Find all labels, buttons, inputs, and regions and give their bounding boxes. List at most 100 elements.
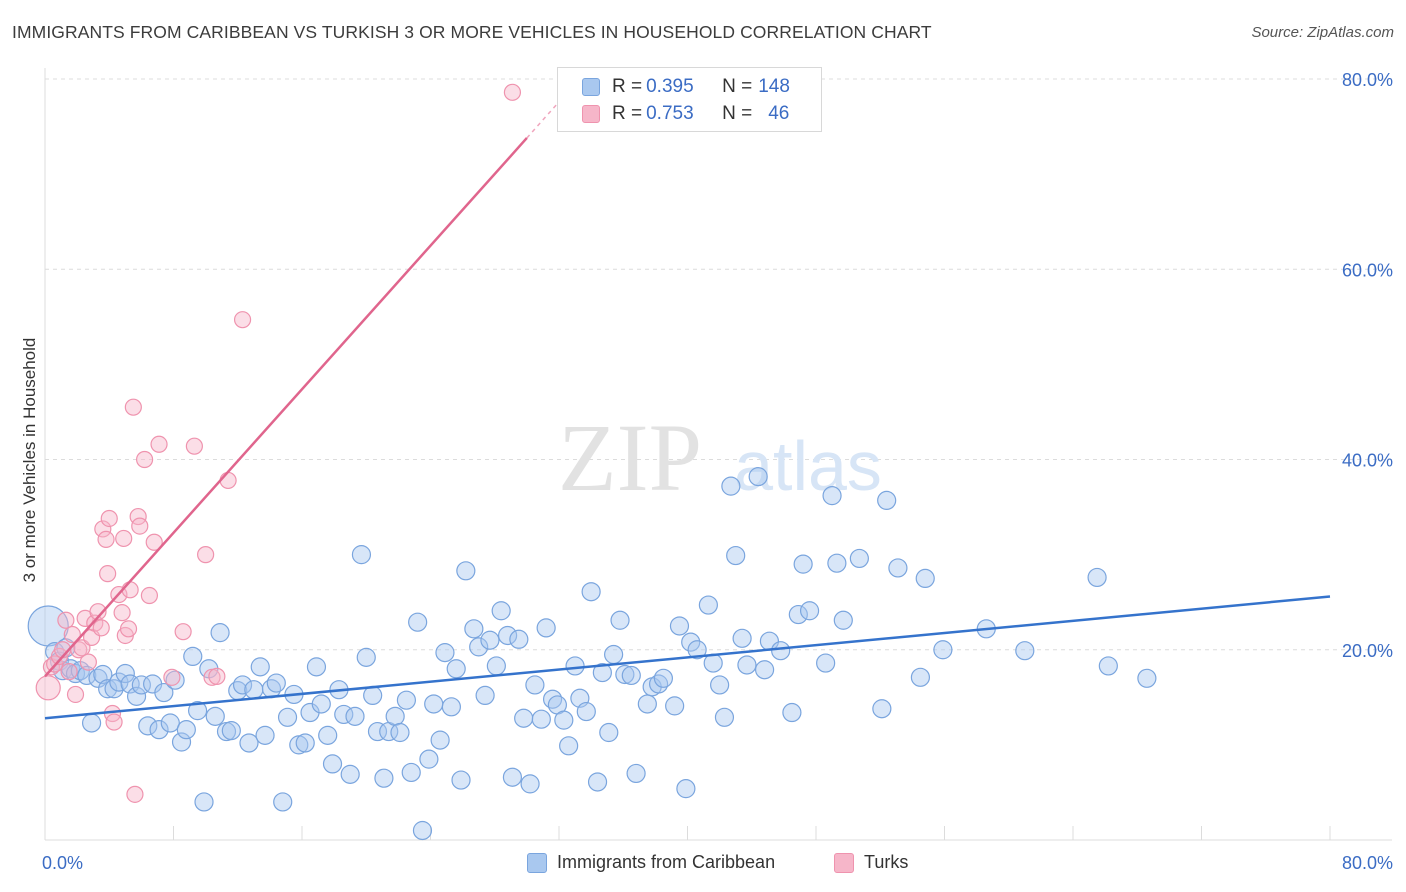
legend-n-value: 148 [758, 76, 790, 97]
turks-point [35, 675, 61, 701]
caribbean-point [486, 656, 506, 676]
caribbean-point [637, 694, 657, 714]
caribbean-point [748, 467, 768, 487]
caribbean-point [187, 701, 208, 721]
caribbean-point [721, 476, 741, 496]
series-label-caribbean: Immigrants from Caribbean [557, 852, 776, 872]
turks-point [60, 663, 78, 681]
caribbean-point [1137, 668, 1157, 688]
turks-point [105, 713, 123, 731]
caribbean-point [816, 653, 836, 673]
caribbean-point [827, 553, 847, 573]
caribbean-point [183, 646, 203, 667]
caribbean-point [536, 618, 556, 638]
trendlines [44, 83, 1331, 720]
caribbean-point [171, 732, 192, 752]
y-axis-label-wrap: 3 or more Vehicles in Household [2, 250, 58, 670]
legend-swatch-caribbean [582, 78, 600, 96]
caribbean-point [514, 708, 534, 728]
caribbean-point [665, 696, 685, 716]
turks-point [163, 668, 181, 686]
turks-point [79, 653, 97, 671]
turks-point [124, 398, 142, 416]
legend-n-label: N = [722, 76, 753, 97]
caribbean-point [255, 725, 275, 745]
caribbean-point [205, 706, 225, 726]
caribbean-point [295, 733, 315, 753]
caribbean-point [498, 625, 518, 646]
caribbean-point [592, 662, 612, 683]
caribbean-point [520, 774, 540, 794]
caribbean-point [367, 721, 388, 742]
tick-labels: 20.0% 40.0% 60.0% 80.0% 0.0% 80.0% [42, 70, 1393, 873]
caribbean-point [604, 644, 624, 665]
caribbean-point [351, 545, 372, 565]
caribbean-point [456, 561, 476, 581]
caribbean-point [737, 655, 757, 675]
caribbean-point [98, 679, 118, 699]
turks-point [97, 530, 115, 549]
caribbean-point [788, 604, 808, 625]
caribbean-point [412, 820, 433, 841]
caribbean-point [149, 720, 169, 740]
caribbean-point [754, 660, 775, 680]
turks-points [35, 83, 522, 803]
caribbean-point [430, 730, 450, 750]
caribbean-points [27, 467, 1157, 841]
turks-point [150, 435, 168, 453]
legend-r-value: 0.395 [646, 76, 694, 97]
caribbean-point [469, 637, 489, 657]
legend-row-caribbean: R = 0.395 N = 148 [582, 74, 790, 100]
y-tick-label: 40.0% [1342, 451, 1393, 471]
caribbean-point [419, 749, 439, 769]
caribbean-point [653, 668, 674, 688]
caribbean-point [446, 659, 466, 679]
caribbean-point [138, 716, 158, 736]
caribbean-point [698, 595, 718, 615]
turks-point [131, 517, 149, 535]
turks-point [119, 620, 138, 638]
caribbean-point [475, 685, 495, 706]
turks-point [89, 603, 107, 621]
caribbean-point [93, 664, 113, 685]
source-label: Source: ZipAtlas.com [1251, 24, 1394, 41]
caribbean-point [531, 709, 551, 729]
series-legend-caribbean: Immigrants from Caribbean [527, 852, 775, 873]
turks-point [208, 667, 226, 685]
caribbean-point [273, 792, 293, 812]
caribbean-point [374, 768, 394, 788]
caribbean-point [340, 764, 360, 784]
turks-point [121, 581, 139, 599]
caribbean-point [126, 686, 147, 706]
caribbean-point [239, 733, 259, 753]
turks-point [174, 623, 192, 641]
turks-point [57, 611, 75, 629]
caribbean-point [210, 623, 230, 643]
turks-point [145, 533, 163, 551]
caribbean-point [1087, 567, 1107, 588]
caribbean-point [581, 582, 601, 602]
caribbean-point [726, 545, 746, 566]
caribbean-point [385, 706, 405, 726]
caribbean-point [587, 772, 608, 792]
legend-row-turks: R = 0.753 N = 46 [582, 101, 789, 127]
turks-point [92, 619, 110, 637]
turks-point [113, 604, 131, 622]
caribbean-point [554, 710, 574, 730]
caribbean-point [502, 767, 523, 787]
caribbean-point [408, 612, 428, 632]
caribbean-point [266, 673, 286, 693]
caribbean-point [306, 657, 327, 677]
caribbean-point [451, 770, 471, 790]
caribbean-point [221, 721, 241, 741]
y-tick-label: 80.0% [1342, 70, 1393, 90]
turks-point [115, 529, 133, 548]
caribbean-point [915, 568, 935, 589]
legend-n-value: 46 [768, 103, 790, 124]
caribbean-point [311, 694, 331, 714]
watermark: ZIP atlas [558, 404, 882, 511]
turks-point [63, 625, 81, 644]
caribbean-point [687, 640, 707, 660]
caribbean-point [232, 675, 253, 695]
caribbean-point [277, 707, 298, 727]
